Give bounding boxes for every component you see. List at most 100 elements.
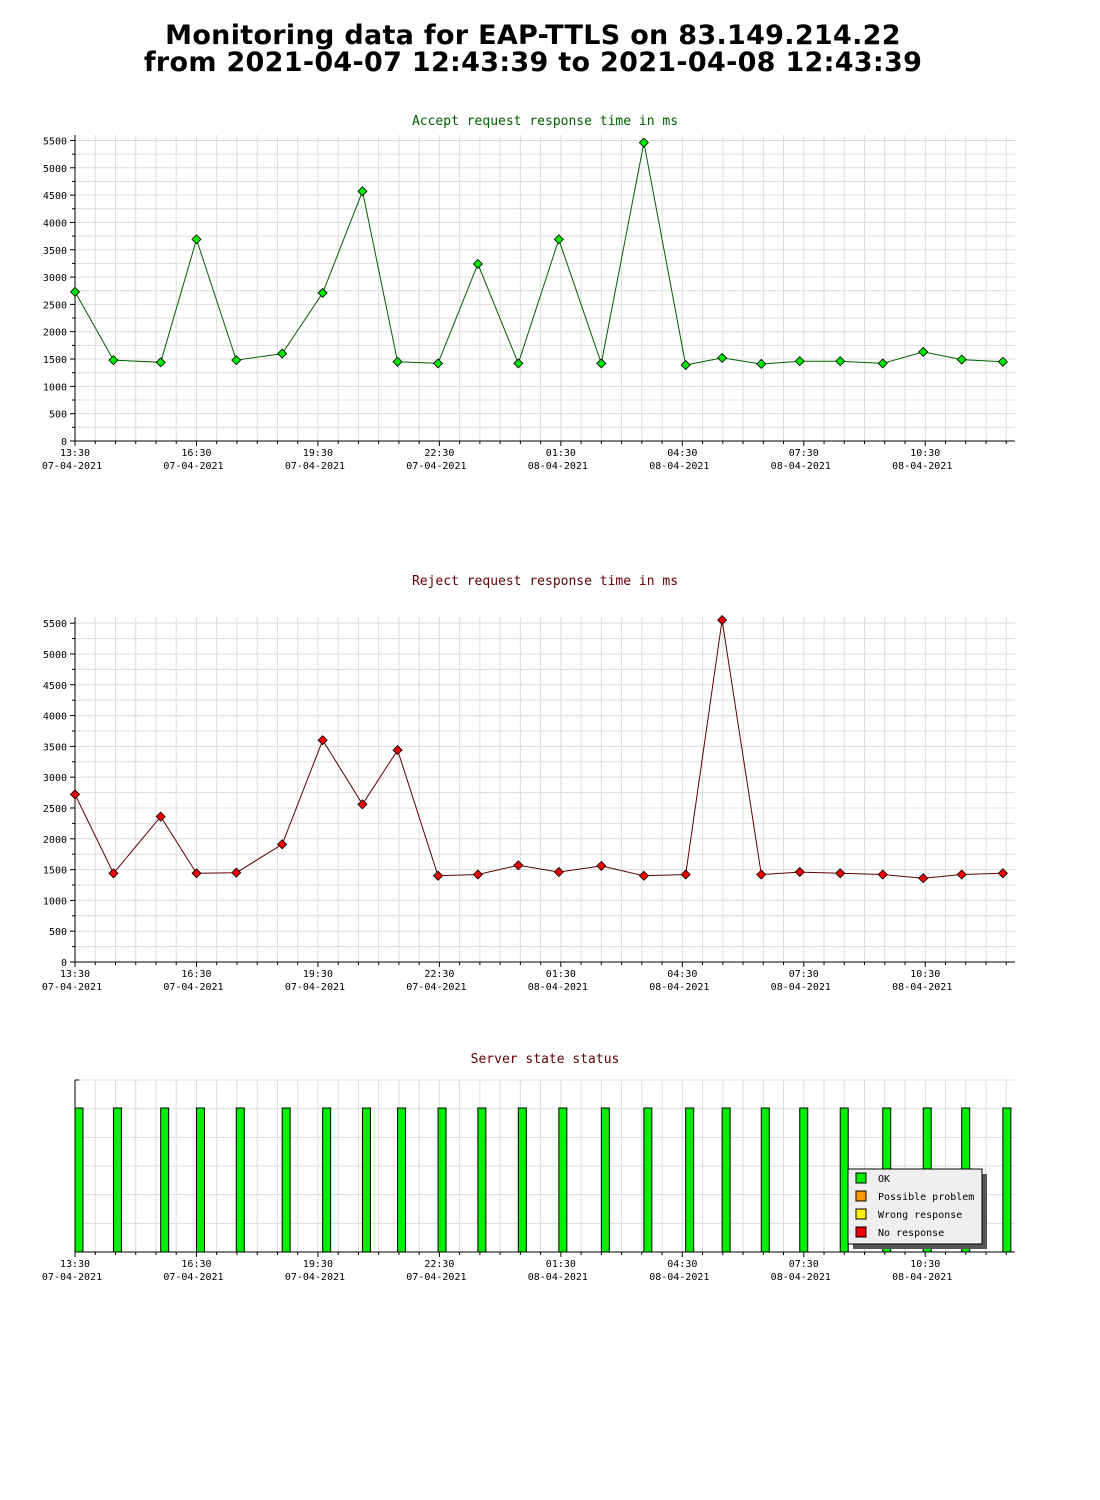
x-tick-label-date: 08-04-2021: [771, 1272, 831, 1283]
y-tick-label: 2500: [43, 300, 67, 311]
status-bar: [361, 1107, 371, 1253]
data-point-marker: [231, 355, 242, 366]
data-point-marker: [191, 234, 202, 245]
status-bar: [1002, 1107, 1012, 1253]
y-tick-label: 4500: [43, 191, 67, 202]
x-tick-label-time: 13:30: [60, 1259, 90, 1270]
x-tick-label-date: 07-04-2021: [285, 982, 345, 993]
accept-response-time-chart: Accept request response time in ms13:300…: [42, 114, 1015, 472]
data-point-marker: [108, 868, 119, 879]
data-point-marker: [794, 866, 805, 878]
x-tick-label-date: 07-04-2021: [285, 1272, 345, 1283]
grid-lines: [74, 617, 1007, 962]
x-tick-label-time: 01:30: [546, 1259, 576, 1270]
data-point-marker: [432, 358, 444, 369]
data-point-marker: [877, 358, 888, 369]
data-point-marker: [717, 615, 728, 626]
status-bar: [160, 1107, 170, 1253]
data-point-marker: [835, 868, 846, 879]
x-tick-label-date: 08-04-2021: [892, 1272, 952, 1283]
x-tick-label-time: 22:30: [424, 448, 454, 459]
data-point-marker: [956, 869, 967, 880]
y-tick-label: 3000: [43, 773, 67, 784]
x-tick-label-time: 16:30: [181, 1259, 211, 1270]
x-tick-label-date: 07-04-2021: [285, 461, 345, 472]
x-tick-label-time: 04:30: [667, 969, 697, 980]
data-point-marker: [392, 356, 403, 367]
status-bar: [235, 1107, 245, 1253]
data-point-marker: [472, 869, 483, 880]
y-tick-label: 2500: [43, 804, 67, 815]
y-tick-label: 0: [61, 437, 67, 448]
data-point-marker: [432, 870, 444, 881]
status-bar: [643, 1107, 653, 1253]
x-tick-label-date: 08-04-2021: [528, 982, 588, 993]
legend: OK Possible problem Wrong response No respo…: [847, 1168, 987, 1249]
y-tick-label: 1500: [43, 355, 67, 366]
grid-lines: [74, 135, 1007, 441]
x-tick-label-time: 01:30: [546, 969, 576, 980]
x-tick-label-time: 16:30: [181, 448, 211, 459]
x-tick-label-time: 04:30: [667, 1259, 697, 1270]
x-tick-label-time: 10:30: [910, 448, 940, 459]
status-bar: [799, 1107, 809, 1253]
y-tick-label: 5000: [43, 164, 67, 175]
data-point-marker: [553, 234, 564, 245]
data-point-marker: [191, 868, 202, 879]
legend-label: Wrong response: [878, 1210, 962, 1221]
status-bar: [281, 1107, 291, 1253]
data-point-marker: [794, 356, 805, 367]
data-point-marker: [997, 356, 1008, 367]
x-tick-label-date: 08-04-2021: [771, 461, 831, 472]
data-point-marker: [277, 348, 288, 359]
data-point-marker: [680, 869, 691, 880]
x-tick-label-date: 07-04-2021: [163, 982, 223, 993]
y-tick-label: 5500: [43, 136, 67, 147]
page-title: Monitoring data for EAP-TTLS on 83.149.2…: [0, 22, 1066, 76]
legend-swatch: [855, 1190, 867, 1202]
data-point-marker: [392, 745, 403, 756]
x-tick-label-date: 08-04-2021: [528, 1272, 588, 1283]
data-point-marker: [317, 287, 328, 298]
data-point-marker: [638, 870, 649, 881]
data-point-marker: [638, 137, 649, 148]
y-tick-label: 3000: [43, 273, 67, 284]
y-tick-label: 5500: [43, 619, 67, 630]
horizontal-grid: [75, 139, 1015, 442]
data-point-marker: [357, 186, 368, 197]
data-point-marker: [155, 357, 166, 368]
y-tick-label: 1500: [43, 866, 67, 877]
data-point-marker: [717, 352, 728, 364]
data-point-marker: [997, 868, 1008, 879]
status-bar: [477, 1107, 487, 1253]
x-tick-label-date: 08-04-2021: [649, 982, 709, 993]
data-point-marker: [231, 867, 242, 878]
x-tick-label-time: 22:30: [424, 969, 454, 980]
x-tick-label-time: 04:30: [667, 448, 697, 459]
x-tick-label-time: 13:30: [60, 969, 90, 980]
data-point-marker: [472, 258, 483, 270]
data-point-marker: [317, 735, 328, 746]
x-tick-label-date: 07-04-2021: [406, 982, 466, 993]
status-bar: [685, 1107, 695, 1253]
data-point-marker: [69, 789, 81, 800]
page-title-line-1: Monitoring data for EAP-TTLS on 83.149.2…: [165, 20, 901, 51]
x-tick-label-time: 19:30: [303, 448, 333, 459]
x-tick-label-date: 07-04-2021: [42, 982, 102, 993]
y-tick-label: 3500: [43, 246, 67, 257]
data-point-marker: [513, 860, 524, 871]
legend-swatch: [855, 1172, 867, 1184]
x-tick-label-date: 08-04-2021: [892, 461, 952, 472]
x-tick-label-date: 08-04-2021: [892, 982, 952, 993]
y-tick-label: 500: [49, 927, 67, 938]
data-point-marker: [513, 358, 524, 369]
y-tick-label: 1000: [43, 382, 67, 393]
status-bar: [517, 1107, 527, 1253]
status-bar: [558, 1107, 568, 1253]
data-point-marker: [596, 860, 607, 871]
chart-title: Server state status: [471, 1052, 620, 1067]
x-tick-label-time: 19:30: [303, 1259, 333, 1270]
data-point-marker: [108, 355, 119, 366]
x-tick-label-date: 08-04-2021: [649, 461, 709, 472]
chart-title: Accept request response time in ms: [412, 114, 678, 129]
